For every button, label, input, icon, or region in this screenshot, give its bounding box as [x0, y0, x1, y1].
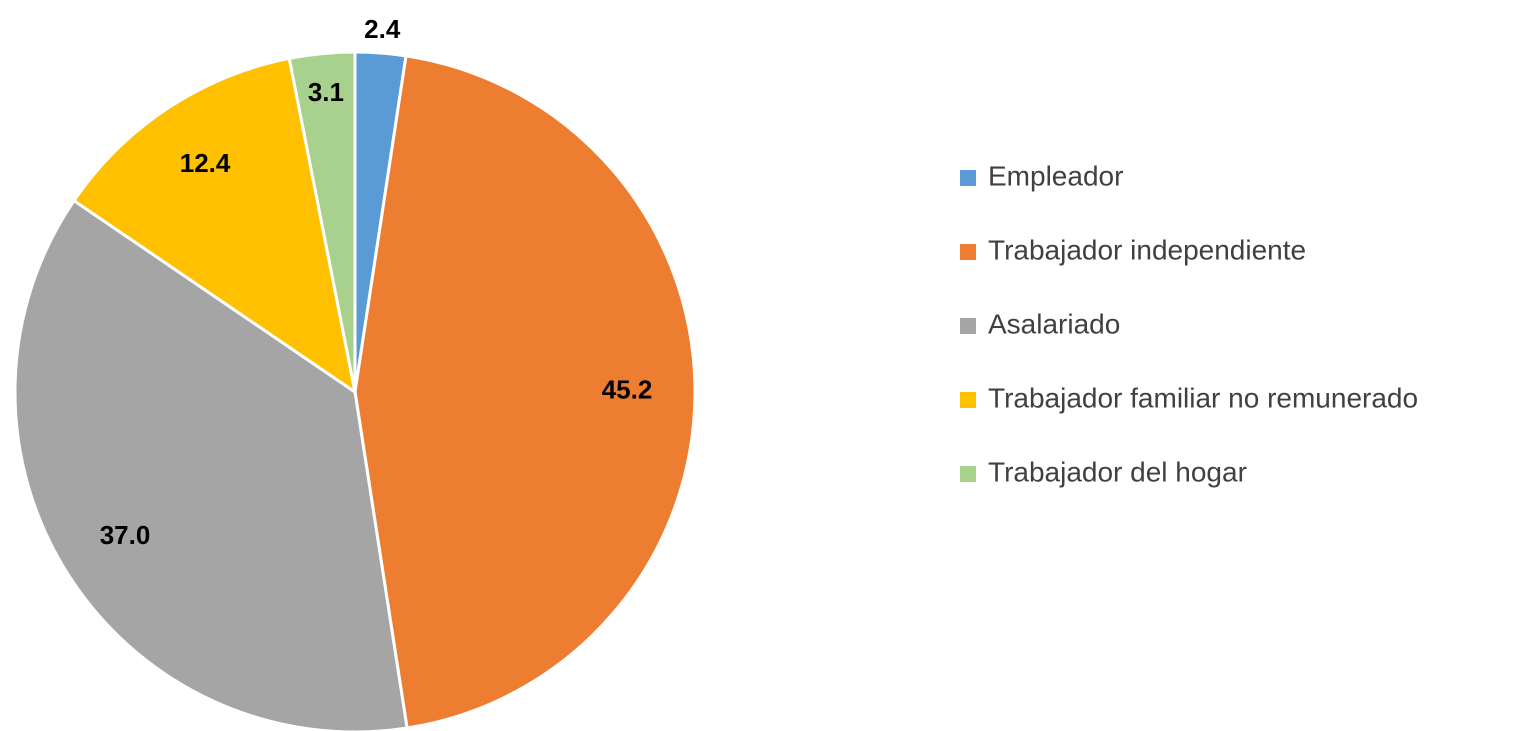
legend-label: Trabajador del hogar: [988, 456, 1247, 487]
legend-label: Trabajador familiar no remunerado: [988, 382, 1418, 413]
legend-label: Empleador: [988, 160, 1123, 191]
data-label: 37.0: [100, 520, 151, 550]
legend-swatch: [960, 466, 976, 482]
legend-label: Asalariado: [988, 308, 1120, 339]
data-label: 12.4: [180, 148, 231, 178]
data-label: 2.4: [364, 14, 401, 44]
legend-swatch: [960, 392, 976, 408]
legend-swatch: [960, 244, 976, 260]
pie-slice: [71, 56, 358, 396]
data-label: 3.1: [308, 77, 344, 107]
pie-slice: [287, 50, 357, 393]
legend-swatch: [960, 170, 976, 186]
pie-slice: [13, 198, 409, 731]
data-label: 45.2: [602, 374, 653, 404]
pie-slice: [353, 54, 697, 730]
legend-label: Trabajador independiente: [988, 234, 1306, 265]
legend-swatch: [960, 318, 976, 334]
